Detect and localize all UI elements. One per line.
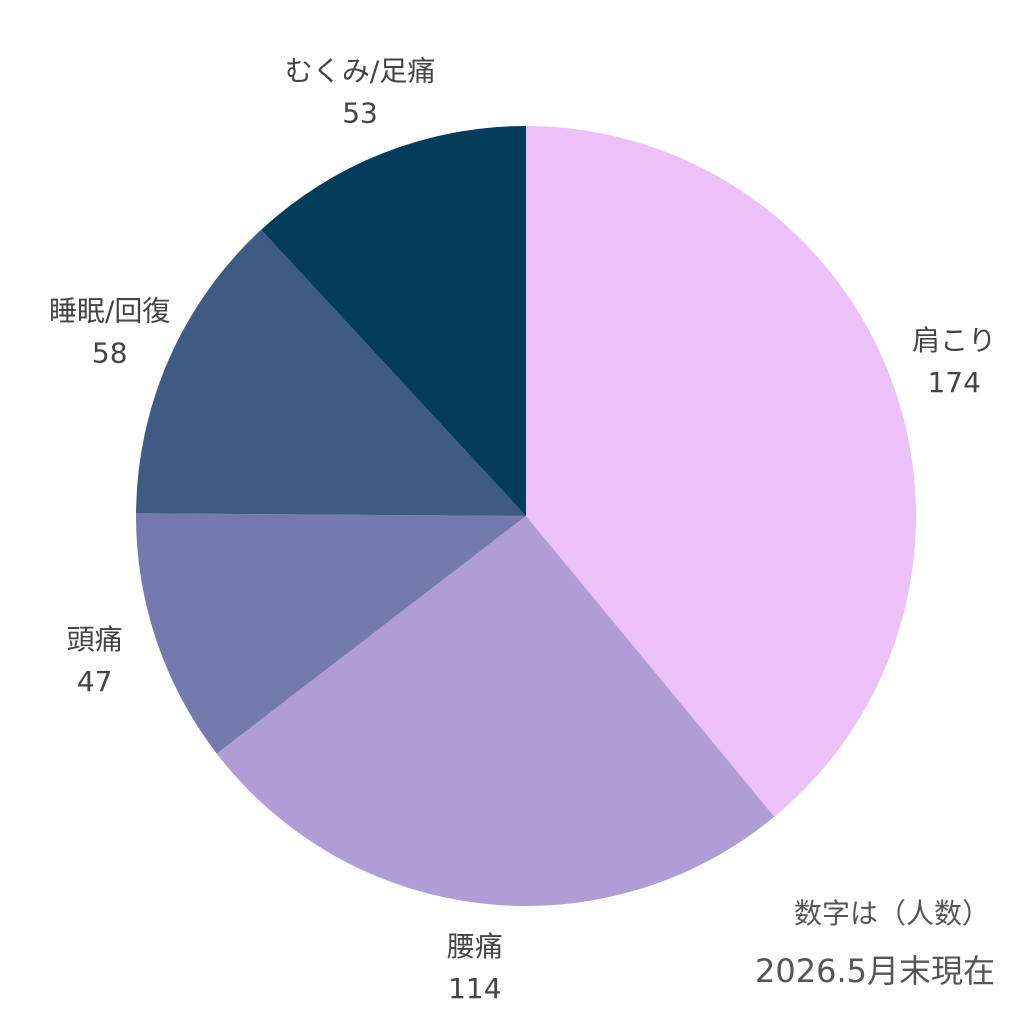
slice-label: 睡眠/回復 <box>49 294 170 327</box>
pie-slice <box>216 516 775 906</box>
value-label: 58 <box>92 336 128 369</box>
value-label: 174 <box>927 366 980 399</box>
pie-slice <box>526 126 917 817</box>
pie-slice <box>261 126 526 516</box>
slice-label: 頭痛 <box>67 623 123 656</box>
note: 2026.5月末現在 <box>755 952 995 990</box>
pie-slice <box>135 513 526 754</box>
value-label: 114 <box>448 972 501 1005</box>
slice-label: 肩こり <box>912 324 996 357</box>
pie-slice <box>136 229 526 516</box>
slice-label: 腰痛 <box>447 930 503 963</box>
value-label: 47 <box>77 665 113 698</box>
note: 数字は（人数） <box>794 897 990 930</box>
value-label: 53 <box>342 96 378 129</box>
slice-label: むくみ/足痛 <box>285 54 436 87</box>
